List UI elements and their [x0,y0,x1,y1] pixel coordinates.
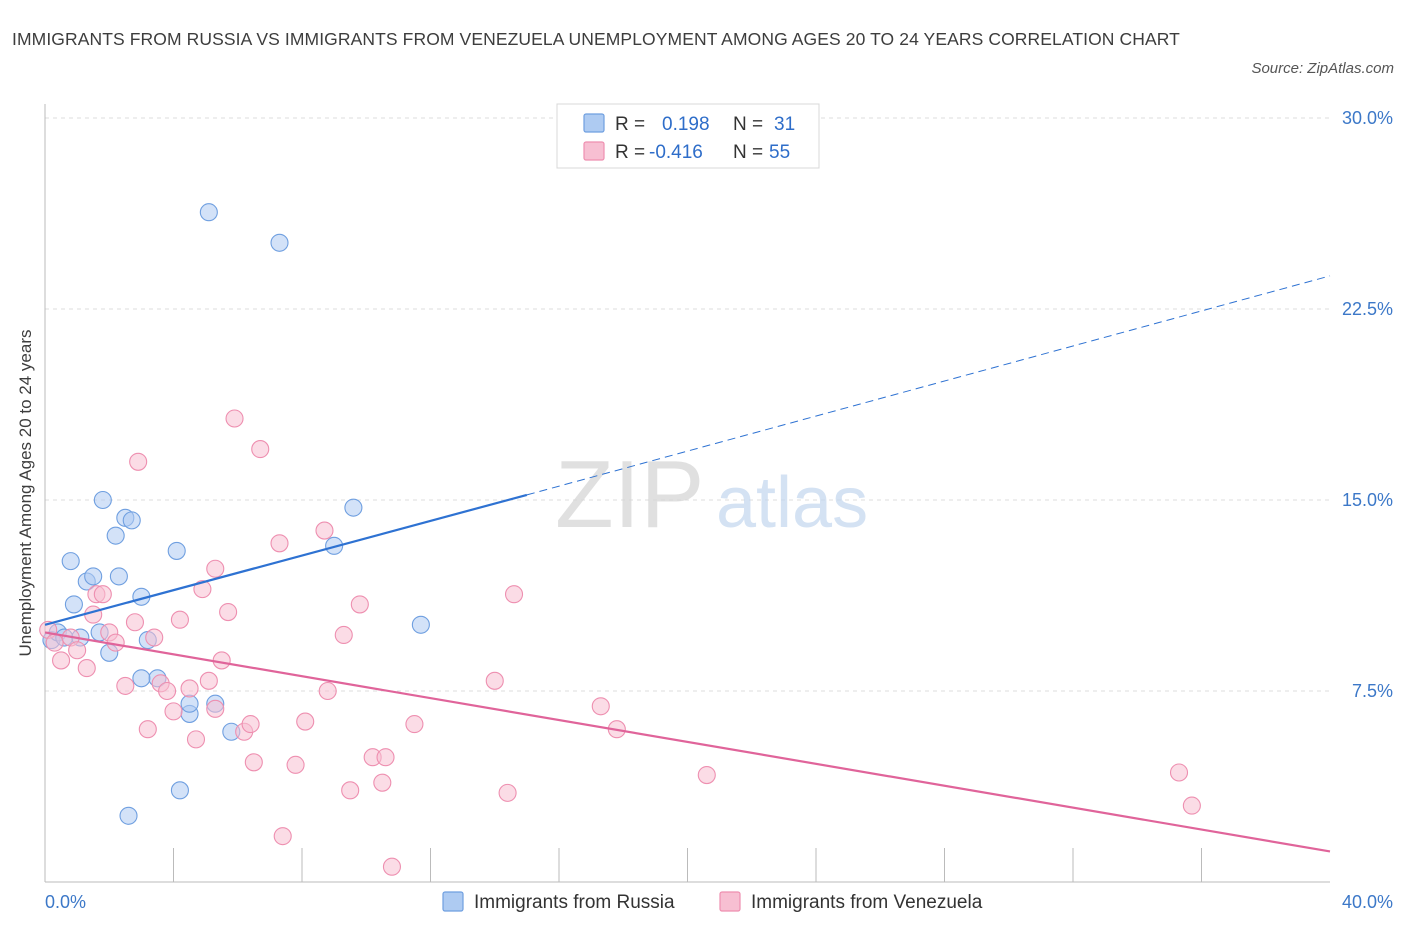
russia-point [167,541,186,560]
y-tick-label: 22.5% [1342,299,1393,319]
venezuela-point [376,748,395,767]
russia-point [344,498,363,517]
stats-legend: R = 0.198 N = 31 R = -0.416 N = 55 [556,103,820,169]
source-label: Source: ZipAtlas.com [1251,60,1394,77]
russia-n-label: N = [733,114,763,135]
venezuela-point [125,613,144,632]
venezuela-point [199,671,218,690]
russia-point [170,781,189,800]
trend-line-solid [44,493,528,626]
watermark-atlas: atlas [716,463,868,543]
legend-marker-venezuela [719,891,741,912]
venezuela-point [350,595,369,614]
venezuela-point [193,580,212,599]
venezuela-point [244,753,263,772]
venezuela-n-label: N = [733,142,763,163]
y-tick-label: 15.0% [1342,490,1393,510]
venezuela-point [186,730,206,749]
legend-label-venezuela: Immigrants from Venezuela [751,892,983,913]
venezuela-point [225,409,244,428]
venezuela-point [129,452,148,471]
venezuela-point [170,610,189,629]
venezuela-point [84,605,103,624]
venezuela-point [1182,796,1201,815]
venezuela-point [270,534,289,553]
venezuela-point [45,633,64,652]
venezuela-point [52,651,71,670]
venezuela-point [318,681,337,701]
data-points [39,203,1201,876]
russia-point [411,615,430,634]
russia-r-label: R = [615,114,645,135]
watermark: ZIP atlas [555,441,868,548]
x-tick-label: 0.0% [45,892,86,912]
venezuela-point [145,628,164,647]
venezuela-point [251,440,270,459]
venezuela-point [504,585,524,604]
venezuela-point [334,625,353,645]
venezuela-point [591,697,610,716]
russia-point [122,511,141,530]
venezuela-point [697,765,716,785]
venezuela-n-value: 55 [769,142,790,163]
trend-line-solid [44,631,1331,853]
russia-point [106,526,125,545]
series-legend: Immigrants from Russia Immigrants from V… [442,891,983,913]
axes [44,104,1330,883]
venezuela-point [68,641,87,660]
venezuela-point [158,681,177,701]
russia-point [119,806,138,825]
watermark-zip: ZIP [555,441,704,548]
grid-lines [45,117,1330,692]
venezuela-point [273,827,292,846]
y-tick-label: 30.0% [1342,108,1393,128]
venezuela-point [241,715,260,734]
russia-r-value: 0.198 [662,114,710,135]
russia-n-value: 31 [774,114,795,135]
russia-point [84,567,103,586]
venezuela-point [382,857,402,876]
russia-point [270,233,289,252]
venezuela-point [219,603,238,622]
venezuela-point [93,585,112,604]
x-tick-label: 40.0% [1342,892,1393,912]
venezuela-point [315,521,334,540]
venezuela-point [77,659,96,678]
russia-point [93,490,112,510]
venezuela-r-value: -0.416 [649,142,703,163]
y-tick-label: 7.5% [1352,681,1393,701]
russia-point [109,567,128,586]
venezuela-point [286,755,305,774]
trend-line-dashed [526,275,1331,496]
legend-marker-russia [442,891,464,912]
venezuela-point [341,781,360,800]
trend-lines [44,275,1331,853]
legend-label-russia: Immigrants from Russia [474,892,675,913]
chart-title: IMMIGRANTS FROM RUSSIA VS IMMIGRANTS FRO… [12,29,1180,49]
venezuela-point [485,671,504,690]
venezuela-point [373,773,392,792]
venezuela-point [180,679,199,698]
venezuela-point [1169,763,1189,782]
venezuela-point [206,559,225,578]
russia-point [180,694,199,713]
legend-swatch-venezuela [583,141,605,161]
venezuela-point [405,715,424,734]
venezuela-point [116,676,135,695]
russia-point [61,552,80,571]
legend-swatch-russia [583,113,605,133]
venezuela-r-label: R = [615,142,645,163]
venezuela-point [296,712,315,731]
russia-point [64,595,83,614]
venezuela-point [164,702,183,721]
russia-point [132,669,151,688]
venezuela-point [138,720,157,739]
tick-labels: 7.5% 15.0% 22.5% 30.0% 0.0% 40.0% [45,108,1393,912]
russia-point [199,203,218,222]
venezuela-point [206,699,225,718]
venezuela-point [498,783,517,802]
